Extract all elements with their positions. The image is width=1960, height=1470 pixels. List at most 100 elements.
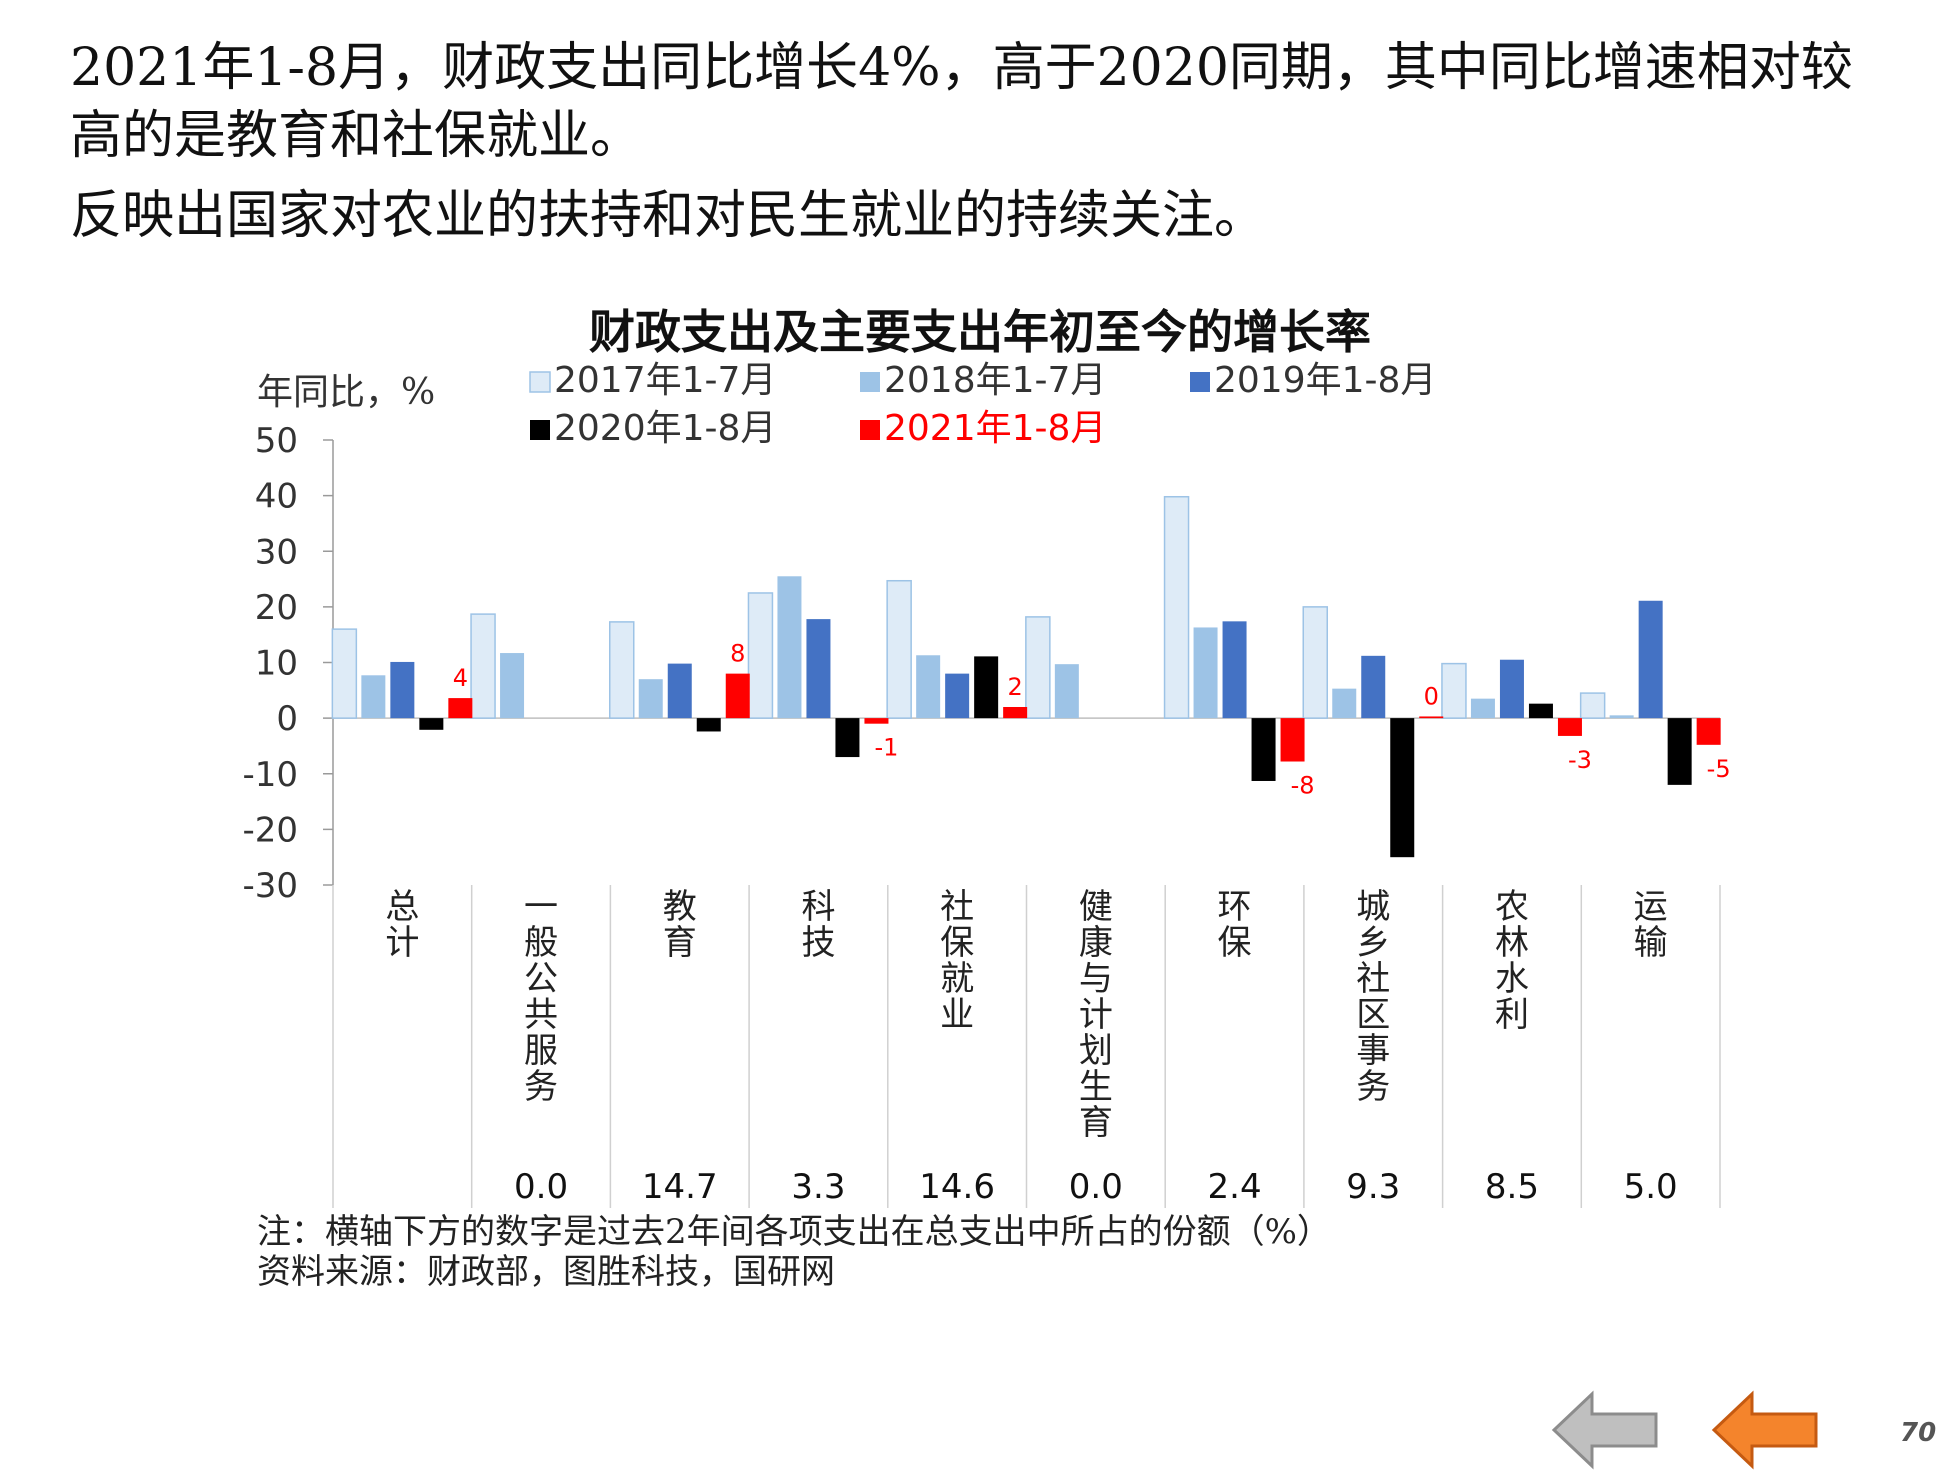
y-tick-label: 40 xyxy=(255,477,298,517)
category-label: 总计 xyxy=(385,887,419,963)
category-labels: 总计 一般公共服务 教育 科技 社保就业 健康与计划生育 环保 城乡社区事务 农林水利 运输 xyxy=(385,887,1667,1143)
bar xyxy=(725,673,750,719)
bar xyxy=(470,613,496,719)
bar xyxy=(864,718,889,724)
category-share: 2.4 xyxy=(1208,1167,1262,1207)
category-share: 14.6 xyxy=(919,1167,995,1207)
bar xyxy=(886,579,912,719)
slide-headline: 2021年1-8月，财政支出同比增长4%，高于2020同期，其中同比增速相对较 … xyxy=(70,34,1910,170)
category-label: 环保 xyxy=(1218,887,1252,963)
bar xyxy=(974,656,999,719)
bar xyxy=(1361,655,1386,719)
bar xyxy=(1251,718,1276,781)
bar xyxy=(1280,718,1305,762)
category-label: 一般公共服务 xyxy=(524,887,558,1107)
bar xyxy=(1696,718,1721,745)
y-axis-label: 年同比，% xyxy=(257,372,435,413)
page-number: 70 xyxy=(1900,1418,1937,1448)
chart-note: 注：横轴下方的数字是过去2年间各项支出在总支出中所占的份额（%） xyxy=(257,1212,1331,1252)
legend-swatch xyxy=(860,420,880,440)
next-slide-button[interactable] xyxy=(1710,1390,1820,1470)
bar xyxy=(1528,703,1553,719)
bar xyxy=(1193,627,1218,719)
bar xyxy=(1579,692,1606,719)
y-tick-label: 0 xyxy=(276,699,298,739)
legend-swatch xyxy=(860,372,880,392)
category-label: 健康与计划生育 xyxy=(1079,887,1113,1143)
y-tick-label: 30 xyxy=(255,532,298,572)
bar xyxy=(1638,600,1663,719)
bar xyxy=(835,718,860,758)
bar xyxy=(361,675,386,719)
legend-label: 2019年1-8月 xyxy=(1214,360,1436,401)
growth-rate-chart: 财政支出及主要支出年初至今的增长率 年同比，% 2017年1-7月 2018年1-… xyxy=(242,305,1731,1208)
bar xyxy=(609,621,635,719)
bar xyxy=(1557,718,1582,736)
category-label: 社保就业 xyxy=(940,887,974,1035)
category-dividers xyxy=(332,885,1721,1208)
bar xyxy=(1419,716,1444,719)
legend-label: 2020年1-8月 xyxy=(554,408,776,449)
bar xyxy=(1163,495,1190,719)
y-tick-label: 20 xyxy=(255,588,298,628)
category-label: 运输 xyxy=(1634,887,1668,963)
bar xyxy=(1003,707,1028,719)
y-tick-label: 50 xyxy=(255,421,298,461)
bar xyxy=(1470,698,1495,719)
left-arrow-icon xyxy=(1711,1390,1818,1470)
bar xyxy=(638,679,663,719)
category-share: 14.7 xyxy=(642,1167,718,1207)
bar xyxy=(390,661,415,719)
legend-label: 2021年1-8月 xyxy=(884,408,1106,449)
legend-label: 2017年1-7月 xyxy=(554,360,776,401)
bar xyxy=(1332,688,1357,719)
data-label: -5 xyxy=(1707,755,1731,783)
bar xyxy=(1609,715,1634,719)
bar xyxy=(747,592,774,719)
category-label: 农林水利 xyxy=(1495,887,1529,1035)
bar xyxy=(1390,718,1415,858)
bar xyxy=(419,718,444,730)
bar xyxy=(1302,606,1328,719)
data-label: 2 xyxy=(1008,673,1023,701)
y-tick-label: -10 xyxy=(242,755,298,795)
bar xyxy=(1441,662,1467,719)
bar xyxy=(945,673,970,719)
headline-line-1: 2021年1-8月，财政支出同比增长4%，高于2020同期，其中同比增速相对较 xyxy=(70,38,1853,98)
category-label: 教育 xyxy=(663,887,697,963)
y-tick-label: -30 xyxy=(242,866,298,906)
legend-label: 2018年1-7月 xyxy=(884,360,1106,401)
category-share: 0.0 xyxy=(514,1167,568,1207)
category-shares: 0.0 14.7 3.3 14.6 0.0 2.4 9.3 8.5 5.0 xyxy=(514,1167,1678,1207)
data-label: -1 xyxy=(874,734,898,762)
data-label: 0 xyxy=(1424,682,1439,710)
category-share: 9.3 xyxy=(1346,1167,1400,1207)
bar xyxy=(916,655,941,719)
previous-slide-button[interactable] xyxy=(1550,1390,1660,1470)
y-tick-label: -20 xyxy=(242,810,298,850)
y-tick-label: 10 xyxy=(255,644,298,684)
data-label: -8 xyxy=(1291,772,1315,800)
headline-line-1b: 高的是教育和社保就业。 xyxy=(70,106,643,166)
category-label: 城乡社区事务 xyxy=(1356,887,1390,1107)
bar xyxy=(1025,616,1051,719)
bar xyxy=(331,628,358,719)
bar xyxy=(1054,664,1079,719)
bar xyxy=(1222,621,1247,719)
legend-swatch xyxy=(530,420,550,440)
bar xyxy=(500,653,525,719)
data-label: -3 xyxy=(1568,746,1592,774)
bar xyxy=(667,663,692,719)
bar xyxy=(448,698,473,719)
bar xyxy=(777,576,802,719)
data-label: 4 xyxy=(453,664,468,692)
chart-title: 财政支出及主要支出年初至今的增长率 xyxy=(589,305,1371,359)
category-share: 0.0 xyxy=(1069,1167,1123,1207)
chart-source: 资料来源：财政部，图胜科技，国研网 xyxy=(257,1252,835,1292)
bar xyxy=(1499,659,1524,719)
chart-legend: 2017年1-7月 2018年1-7月 2019年1-8月 2020年1-8月 2021… xyxy=(529,360,1436,449)
category-share: 8.5 xyxy=(1485,1167,1539,1207)
bar xyxy=(1667,718,1692,785)
bar xyxy=(806,619,831,719)
